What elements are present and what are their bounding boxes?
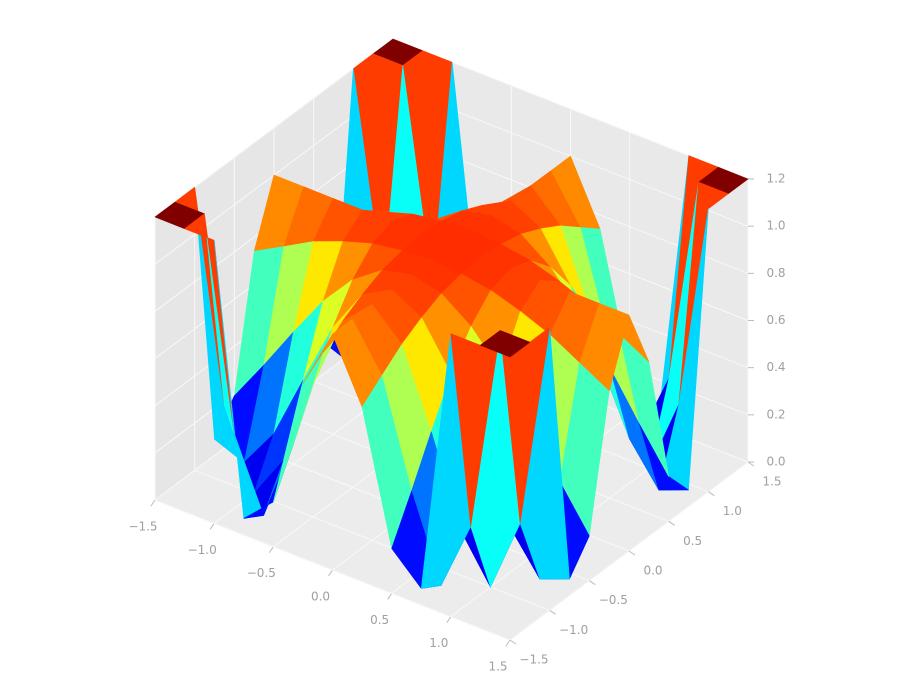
x-tick-label: 0.0 (311, 590, 330, 604)
x-tick-mark (505, 639, 511, 647)
surface-face (480, 330, 531, 358)
y-tick-label: 0.0 (643, 564, 662, 578)
grid-line (154, 499, 511, 641)
y-tick-label: −1.0 (559, 623, 588, 637)
x-tick-mark (209, 523, 215, 530)
y-tick-mark (668, 520, 675, 526)
y-tick-label: 1.5 (762, 475, 781, 489)
x-tick-label: −1.0 (188, 543, 217, 557)
y-tick-mark (747, 461, 755, 467)
z-tick-label: 0.6 (766, 313, 785, 327)
y-tick-label: 1.0 (723, 504, 742, 518)
x-tick-mark (446, 616, 452, 623)
z-tick-label: 1.0 (766, 219, 785, 233)
x-tick-mark (150, 499, 156, 507)
z-tick-label: 0.0 (766, 455, 785, 469)
x-tick-label: 1.5 (488, 660, 507, 674)
z-tick-label: 0.4 (766, 360, 785, 374)
x-tick-label: 0.5 (370, 613, 389, 627)
y-tick-mark (549, 609, 556, 615)
x-tick-mark (268, 546, 274, 553)
x-tick-label: −0.5 (247, 566, 276, 580)
y-tick-mark (589, 580, 596, 586)
z-tick-label: 0.2 (766, 407, 785, 421)
z-tick-label: 1.2 (766, 172, 785, 186)
y-tick-label: −1.5 (519, 653, 548, 667)
x-tick-mark (328, 569, 333, 577)
y-tick-mark (509, 639, 517, 645)
z-tick-label: 0.8 (766, 266, 785, 280)
x-tick-mark (387, 593, 393, 600)
y-tick-label: −0.5 (599, 593, 628, 607)
y-tick-label: 0.5 (683, 534, 702, 548)
x-tick-label: 1.0 (429, 636, 448, 650)
y-tick-mark (628, 550, 636, 556)
y-tick-mark (708, 491, 715, 497)
x-tick-label: −1.5 (128, 520, 157, 534)
